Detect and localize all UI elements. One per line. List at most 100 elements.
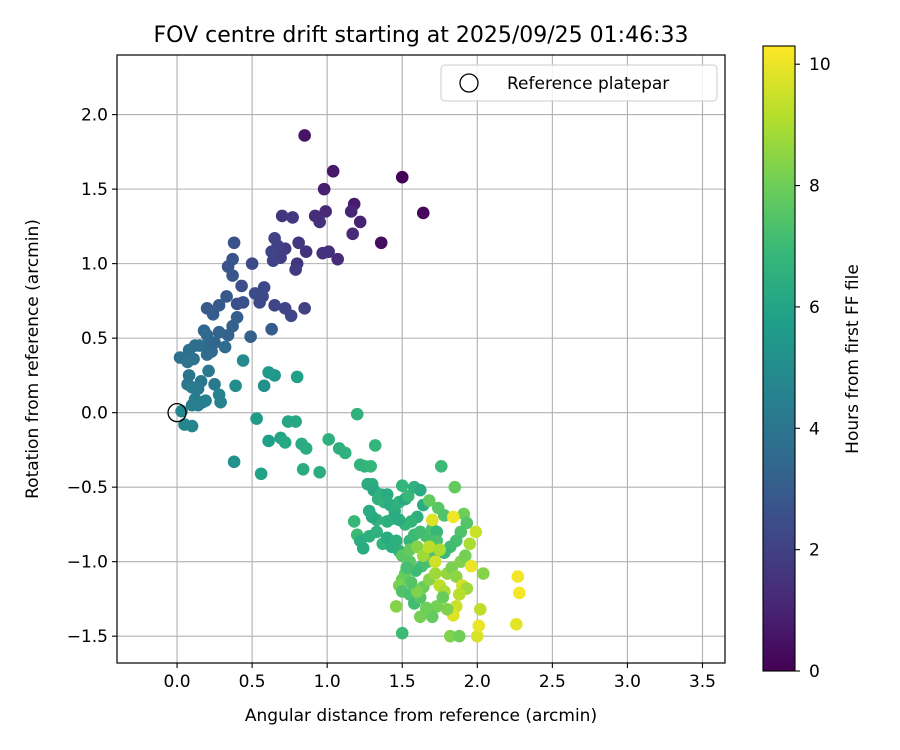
data-point: [298, 302, 311, 315]
data-point: [422, 540, 436, 554]
data-point: [299, 245, 313, 259]
data-point: [200, 348, 214, 361]
data-point: [449, 570, 463, 583]
data-point: [268, 299, 281, 312]
data-point: [425, 513, 439, 527]
x-tick-label: 3.5: [689, 672, 716, 692]
y-tick-label: 1.5: [81, 180, 108, 200]
data-point: [464, 559, 478, 573]
data-point: [278, 436, 292, 449]
data-point: [212, 299, 226, 312]
data-point: [370, 525, 384, 539]
data-point: [452, 588, 466, 601]
data-point: [208, 378, 221, 391]
data-point: [413, 610, 427, 624]
reference-marker: [167, 402, 187, 423]
data-point: [436, 591, 450, 604]
data-point: [428, 567, 442, 580]
data-point: [214, 395, 227, 409]
data-point: [446, 510, 460, 524]
data-point: [236, 296, 250, 309]
colorbar: 0 2 4 6 8 10 Hours from first FF file: [762, 45, 863, 682]
colorbar-tick-label: 0: [809, 662, 820, 682]
data-point: [319, 205, 332, 218]
data-point: [289, 263, 302, 276]
data-point: [513, 586, 526, 600]
data-point: [220, 290, 233, 303]
data-point: [410, 585, 424, 598]
x-tick-label: 0.0: [164, 672, 191, 692]
data-point: [434, 459, 448, 473]
data-point: [226, 269, 239, 282]
data-point: [187, 352, 200, 366]
data-point: [395, 479, 409, 492]
data-point: [395, 626, 409, 640]
data-points: [173, 129, 526, 643]
x-axis-label: Angular distance from reference (arcmin): [245, 706, 597, 726]
data-point: [296, 462, 310, 476]
x-tick-label: 2.0: [464, 672, 491, 692]
data-point: [185, 419, 199, 433]
x-tick-label: 2.5: [539, 672, 566, 692]
x-tick-label: 1.5: [389, 672, 416, 692]
data-point: [395, 170, 409, 184]
data-point: [286, 211, 299, 224]
data-point: [469, 525, 483, 539]
data-point: [347, 515, 361, 528]
data-point: [350, 407, 364, 421]
data-point: [254, 467, 268, 481]
data-point: [290, 370, 304, 384]
data-point: [262, 366, 275, 379]
legend-marker-icon: [459, 73, 479, 93]
data-point: [227, 236, 241, 250]
data-point: [326, 164, 340, 178]
data-point: [452, 629, 466, 643]
data-point: [218, 340, 232, 354]
y-tick-label: −0.5: [67, 478, 108, 498]
data-point: [353, 215, 367, 229]
data-point: [202, 364, 215, 378]
data-point: [265, 322, 278, 336]
x-tick-label: 1.0: [314, 672, 341, 692]
x-axis-ticks: 0.0 0.5 1.0 1.5 2.0 2.5 3.0 3.5: [164, 663, 716, 692]
data-point: [313, 215, 326, 229]
data-point: [416, 206, 430, 220]
colorbar-tick-label: 2: [809, 541, 820, 561]
data-point: [380, 515, 394, 528]
colorbar-frame: [762, 45, 796, 672]
data-point: [400, 561, 414, 574]
data-point: [422, 494, 436, 507]
data-point: [316, 246, 329, 260]
data-point: [322, 433, 335, 446]
data-point: [401, 489, 415, 503]
data-point: [250, 412, 263, 425]
data-point: [477, 567, 490, 580]
data-point: [275, 209, 289, 223]
y-tick-label: 0.0: [81, 404, 108, 424]
data-point: [416, 549, 430, 563]
data-point: [460, 516, 474, 530]
data-point: [362, 504, 376, 518]
chart-title: FOV centre drift starting at 2025/09/25 …: [154, 23, 689, 48]
y-tick-label: 0.5: [81, 329, 108, 349]
data-point: [236, 354, 250, 367]
data-point: [404, 576, 418, 589]
legend-box: [440, 64, 718, 102]
data-point: [200, 328, 214, 342]
data-point: [470, 629, 484, 643]
data-point: [511, 570, 525, 583]
data-point: [364, 459, 378, 473]
data-point: [389, 534, 403, 548]
data-point: [212, 325, 226, 339]
data-point: [428, 555, 442, 568]
data-point: [284, 309, 298, 323]
colorbar-tick-label: 6: [809, 298, 820, 318]
plot-frame: [116, 54, 726, 664]
data-point: [229, 379, 242, 393]
y-tick-label: 2.0: [81, 106, 108, 126]
data-point: [380, 488, 394, 501]
data-point: [356, 541, 370, 555]
data-point: [244, 330, 257, 343]
y-axis-label: Rotation from reference (arcmin): [23, 219, 43, 499]
